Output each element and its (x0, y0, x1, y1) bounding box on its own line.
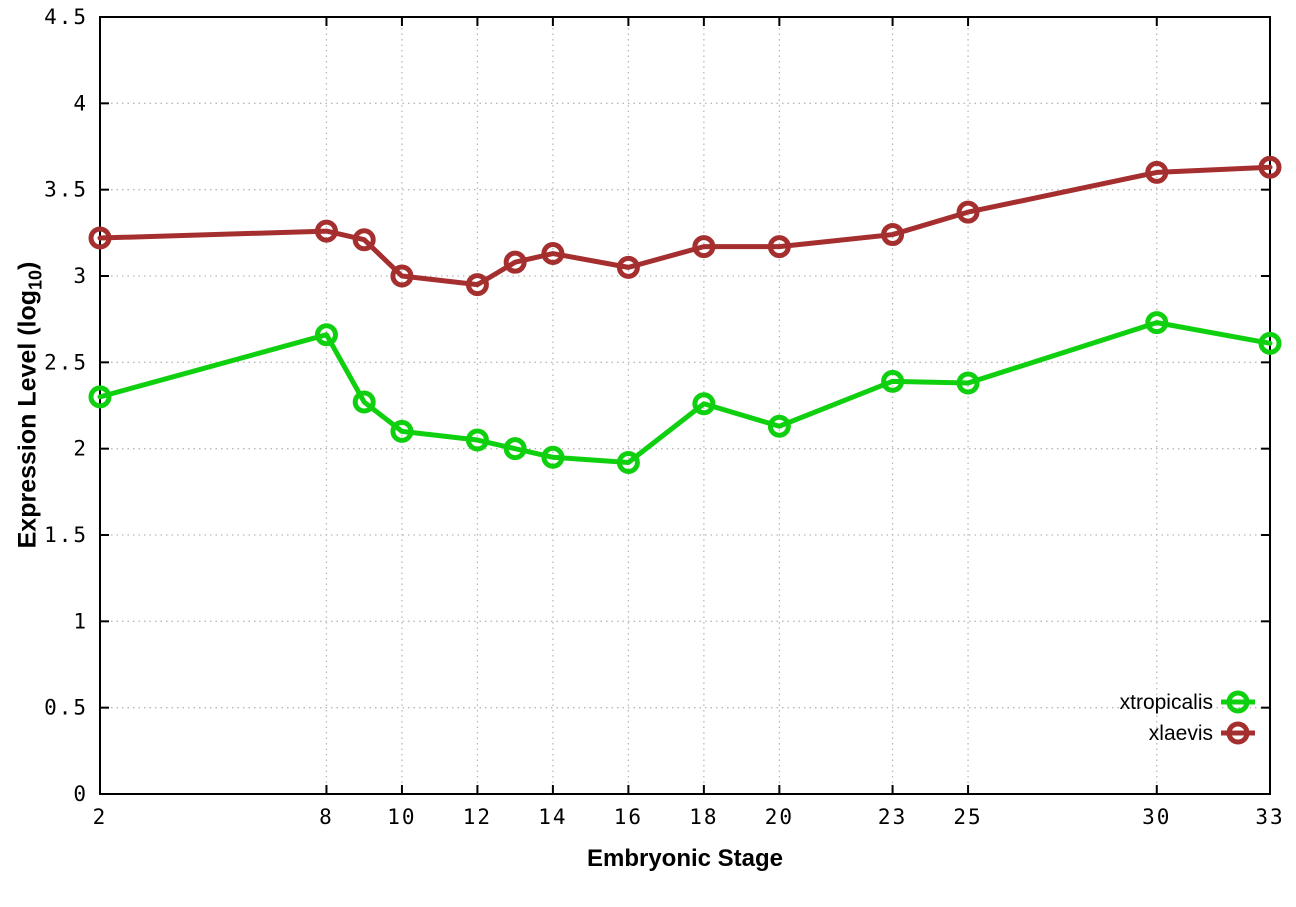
data-point-marker (1145, 160, 1169, 184)
legend-label: xlaevis (1149, 722, 1213, 745)
x-tick-label: 18 (689, 805, 718, 829)
y-tick-label: 4.5 (44, 5, 88, 29)
data-point-marker (956, 200, 980, 224)
y-tick-label: 1.5 (44, 523, 88, 547)
data-point-marker (1258, 155, 1282, 179)
data-point-marker (352, 390, 376, 414)
series-line-xtropicalis (97, 320, 1273, 465)
y-tick-label: 3 (73, 264, 88, 288)
data-point-marker (503, 250, 527, 274)
y-tick-label: 0 (73, 782, 88, 806)
x-axis-title: Embryonic Stage (586, 845, 784, 872)
x-tick-label: 23 (878, 805, 907, 829)
data-point-marker (956, 371, 980, 395)
x-tick-label: 2 (93, 805, 108, 829)
data-point-marker (88, 385, 112, 409)
data-point-marker (692, 392, 716, 416)
data-point-marker (616, 255, 640, 279)
plot-border (99, 16, 1271, 795)
legend-sample-marker (1226, 721, 1250, 745)
axis-ticks (99, 16, 1271, 795)
series-line-xlaevis (97, 164, 1273, 288)
y-axis-title-subscript: 10 (25, 269, 46, 290)
data-point-marker (465, 273, 489, 297)
y-tick-label: 2.5 (44, 350, 88, 374)
x-tick-label: 20 (765, 805, 794, 829)
y-tick-label: 1 (73, 609, 88, 633)
legend-sample-marker (1226, 690, 1250, 714)
data-point-marker (881, 223, 905, 247)
series-xtropicalis (88, 311, 1282, 474)
data-point-marker (1145, 311, 1169, 335)
x-tick-label: 30 (1142, 805, 1171, 829)
data-point-marker (503, 437, 527, 461)
x-tick-label: 8 (319, 805, 334, 829)
data-point-marker (767, 235, 791, 259)
data-point-marker (692, 235, 716, 259)
y-tick-label: 4 (73, 91, 88, 115)
data-point-marker (314, 323, 338, 347)
data-point-marker (352, 228, 376, 252)
data-point-marker (881, 369, 905, 393)
data-point-marker (465, 428, 489, 452)
x-tick-label: 12 (463, 805, 492, 829)
data-point-marker (1258, 331, 1282, 355)
data-point-marker (314, 219, 338, 243)
legend-entry-xlaevis: xlaevis (1149, 721, 1255, 745)
y-axis-title-text: Expression Level (log (13, 289, 42, 549)
x-tick-label: 10 (387, 805, 416, 829)
data-point-marker (541, 242, 565, 266)
y-tick-label: 3.5 (44, 178, 88, 202)
x-tick-label: 16 (614, 805, 643, 829)
x-tick-label: 25 (953, 805, 982, 829)
data-point-marker (88, 226, 112, 250)
y-axis-title-suffix: ) (13, 261, 42, 270)
data-point-marker (616, 450, 640, 474)
series-xlaevis (88, 155, 1282, 297)
y-axis-title: Expression Level (log10) (14, 262, 47, 549)
legend-entry-xtropicalis: xtropicalis (1120, 690, 1255, 714)
data-point-marker (767, 414, 791, 438)
x-tick-label: 33 (1255, 805, 1284, 829)
y-tick-labels: 0 0.5 1 1.5 2 2.5 3 3.5 4 4.5 (44, 5, 88, 806)
legend-label: xtropicalis (1120, 691, 1213, 714)
data-point-marker (390, 419, 414, 443)
x-tick-label: 14 (538, 805, 567, 829)
grid-lines (99, 16, 1271, 795)
legend: xtropicalis xlaevis (1120, 690, 1255, 745)
y-tick-label: 0.5 (44, 696, 88, 720)
data-point-marker (390, 264, 414, 288)
y-tick-label: 2 (73, 437, 88, 461)
x-tick-labels: 2 8 10 12 14 16 18 20 23 25 30 33 (93, 805, 1284, 829)
data-point-marker (541, 445, 565, 469)
